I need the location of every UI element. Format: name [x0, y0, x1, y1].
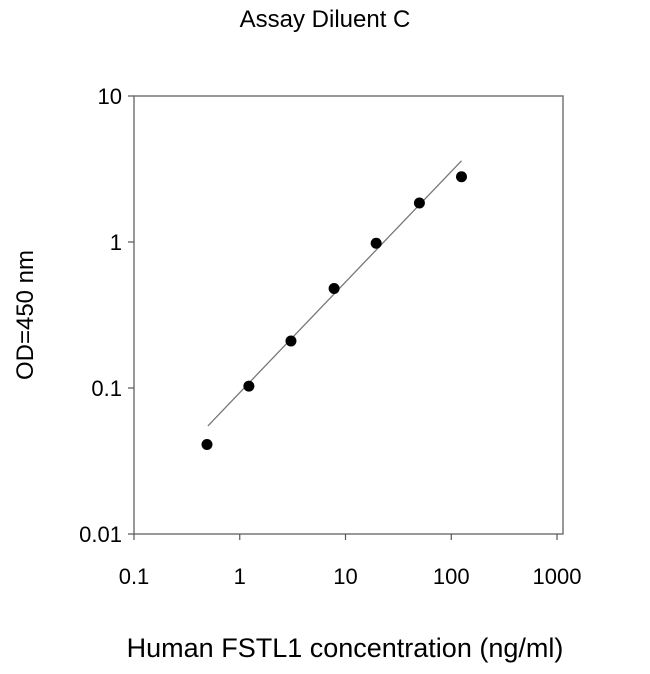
y-tick-label: 10: [98, 84, 122, 109]
data-point: [413, 197, 425, 209]
data-point: [243, 380, 255, 392]
data-point: [201, 439, 213, 451]
x-tick-label: 1000: [533, 564, 582, 589]
chart-title: Assay Diluent C: [239, 6, 411, 33]
x-tick-label: 10: [333, 564, 357, 589]
data-point: [455, 171, 467, 183]
y-tick-label: 0.1: [91, 376, 122, 401]
y-tick-label: 1: [110, 230, 122, 255]
data-point: [370, 237, 382, 249]
data-point: [285, 335, 297, 347]
plot-frame: [133, 95, 564, 535]
x-tick-label: 100: [433, 564, 470, 589]
x-tick-label: 0.1: [119, 564, 150, 589]
x-axis-label: Human FSTL1 concentration (ng/ml): [126, 633, 564, 663]
y-tick-label: 0.01: [79, 522, 122, 547]
x-tick-label: 1: [234, 564, 246, 589]
data-point: [328, 283, 340, 295]
